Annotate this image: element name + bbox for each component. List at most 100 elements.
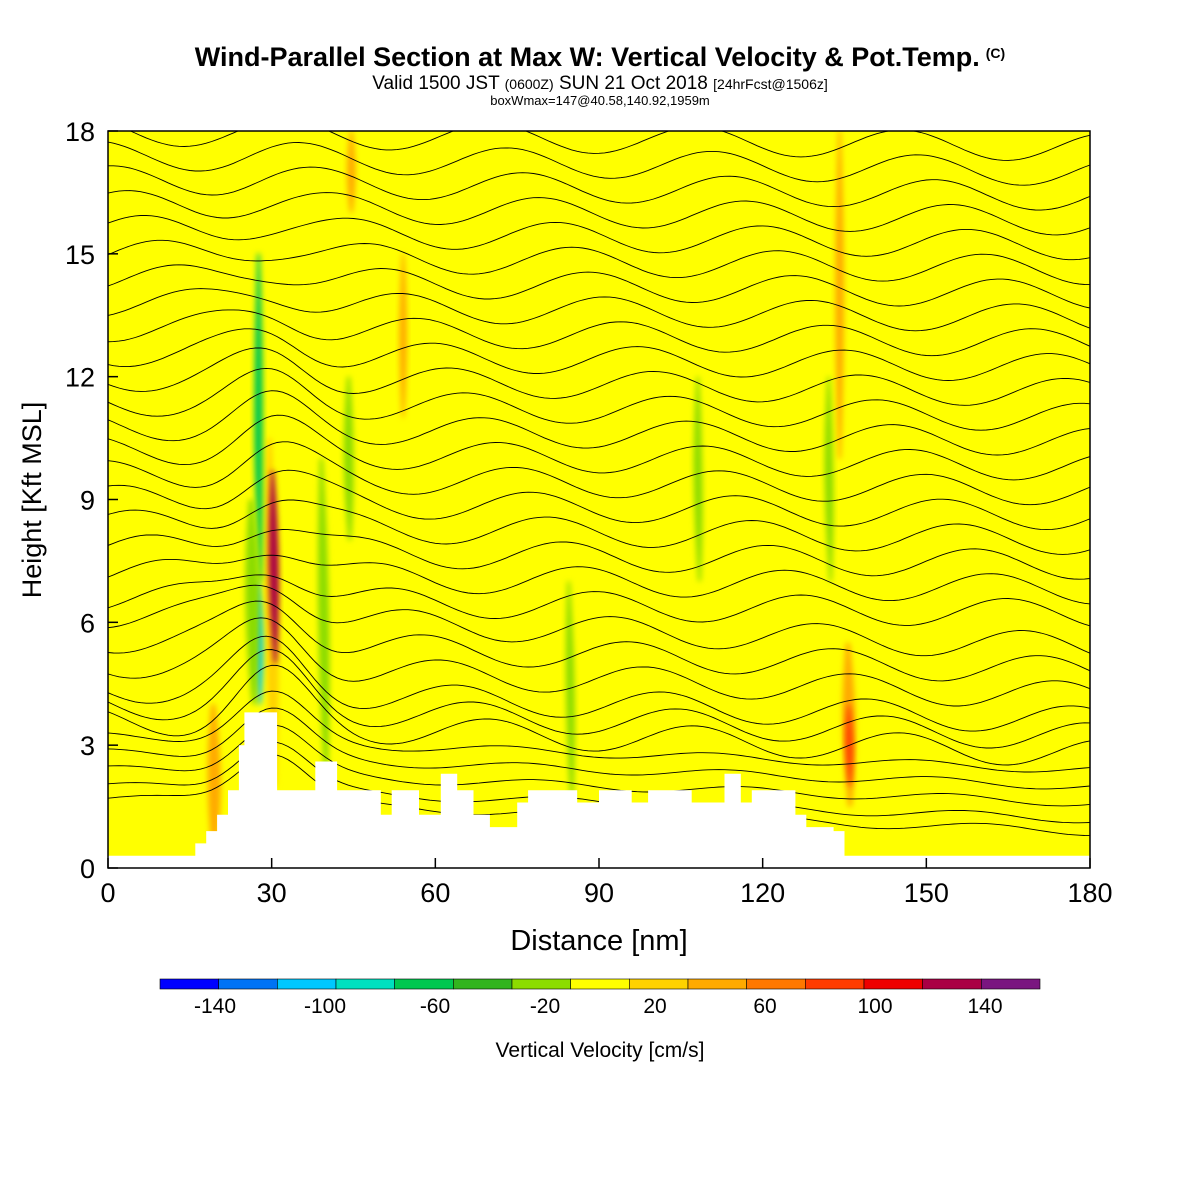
isentrope-line — [108, 529, 1090, 580]
x-tick-label: 150 — [904, 878, 949, 908]
isentrope-line — [108, 347, 1090, 406]
colorbar-tick-label: -60 — [420, 995, 450, 1018]
colorbar-swatch — [981, 978, 1041, 990]
isentrope-line — [108, 441, 1090, 506]
subtitle-forecast: [24hrFcst@1506z] — [713, 76, 828, 92]
colorbar-swatch — [687, 978, 747, 990]
colorbar-tick-label: 60 — [753, 995, 776, 1018]
updraft-band — [521, 131, 538, 787]
colorbar-tick-label: 20 — [643, 995, 666, 1018]
isentrope-line — [108, 190, 1090, 236]
isentrope-line — [108, 690, 1090, 773]
updraft-band — [239, 131, 251, 582]
isentrope-line — [108, 649, 1090, 749]
y-tick-label: 15 — [65, 240, 95, 270]
isentrope-line — [108, 165, 1090, 211]
colorbar-swatch — [277, 978, 337, 990]
isentrope-line — [108, 309, 1090, 357]
updraft-band — [722, 131, 740, 787]
isentrope-line — [108, 328, 1090, 381]
y-axis-ticks: 0 3 6 9 12 15 18 — [65, 117, 118, 884]
updraft-band — [982, 131, 1003, 746]
colorbar-swatch — [863, 978, 923, 990]
updraft-band — [347, 131, 356, 213]
colorbar-label: Vertical Velocity [cm/s] — [496, 1039, 705, 1062]
isentrope-line — [108, 635, 1090, 732]
x-tick-label: 120 — [740, 878, 785, 908]
updraft-band — [292, 212, 309, 787]
isentrope-line — [108, 469, 1090, 531]
updraft-band — [167, 499, 176, 856]
updraft-band — [384, 131, 401, 787]
updraft-band — [138, 131, 147, 746]
chart-title: Wind-Parallel Section at Max W: Vertical… — [0, 42, 1200, 73]
isentrope-line — [108, 664, 1090, 766]
colorbar-tick-label: -20 — [530, 995, 560, 1018]
colorbar-swatch — [629, 978, 689, 990]
x-tick-label: 180 — [1067, 878, 1112, 908]
updraft-band — [477, 131, 494, 746]
colorbar-swatch — [570, 978, 630, 990]
y-tick-label: 6 — [80, 608, 95, 638]
updraft-band — [751, 131, 765, 664]
subtitle-valid: Valid 1500 JST — [372, 73, 500, 94]
plot-area — [108, 131, 1090, 868]
colorbar-tick-label: -140 — [194, 995, 236, 1018]
colorbar-swatch — [746, 978, 806, 990]
colorbar-swatch — [511, 978, 571, 990]
colorbar-swatch — [159, 978, 219, 990]
updraft-band — [613, 131, 630, 746]
colorbar-swatch — [335, 978, 395, 990]
chart-info-line: boxWmax=147@40.58,140.92,1959m — [490, 93, 710, 108]
isentrope-line — [129, 131, 1090, 161]
updraft-band — [642, 131, 656, 623]
isentrope-line — [108, 499, 1090, 555]
y-tick-label: 18 — [65, 117, 95, 147]
colorbar-swatch — [394, 978, 454, 990]
downdraft-band — [254, 253, 263, 582]
colorbar: -140 -100 -60 -20 20 60 100 140 — [159, 978, 1041, 1018]
isentrope-line — [108, 288, 1090, 332]
y-tick-label: 0 — [80, 854, 95, 884]
y-tick-label: 9 — [80, 486, 95, 516]
isentrope-line — [108, 600, 1090, 682]
updraft-band — [399, 253, 407, 418]
isentrope-line — [108, 554, 1090, 605]
updraft-band — [673, 131, 690, 787]
terrain — [108, 712, 1090, 868]
chart-subtitle: Valid 1500 JST (0600Z) SUN 21 Oct 2018 [… — [0, 73, 1200, 95]
x-tick-label: 60 — [420, 878, 450, 908]
x-tick-label: 30 — [257, 878, 287, 908]
isentrope-line — [108, 414, 1090, 481]
colorbar-swatch — [805, 978, 865, 990]
isentrope-line — [108, 215, 1090, 261]
isentrope-line — [108, 264, 1090, 309]
isentrope-line — [108, 617, 1090, 707]
downdraft-band — [343, 376, 354, 541]
isentrope-line — [108, 584, 1090, 657]
y-tick-label: 3 — [80, 731, 95, 761]
colorbar-tick-label: 140 — [967, 995, 1002, 1018]
colorbar-tick-label: -100 — [304, 995, 346, 1018]
copyright-mark: (C) — [985, 45, 1006, 61]
isentrope-line — [108, 239, 1090, 286]
x-tick-label: 90 — [584, 878, 614, 908]
updraft-band — [912, 171, 931, 664]
downdraft-band — [565, 581, 575, 807]
colorbar-swatch — [922, 978, 982, 990]
updraft-band — [799, 131, 816, 746]
x-axis-ticks: 0 30 60 90 120 150 180 — [100, 858, 1113, 908]
isentrope-line — [108, 707, 1090, 790]
isentrope-line — [108, 141, 1090, 186]
x-axis-label: Distance [nm] — [510, 925, 687, 957]
colorbar-tick-label: 100 — [857, 995, 892, 1018]
isentrope-line — [108, 574, 1090, 627]
updraft-band — [1051, 540, 1070, 746]
downdraft-band — [824, 376, 834, 582]
subtitle-date: SUN 21 Oct 2018 — [558, 73, 708, 94]
chart-title-text: Wind-Parallel Section at Max W: Vertical… — [194, 42, 980, 72]
x-tick-label: 0 — [100, 878, 115, 908]
updraft-band — [268, 470, 279, 664]
y-axis-label: Height [Kft MSL] — [17, 402, 47, 599]
